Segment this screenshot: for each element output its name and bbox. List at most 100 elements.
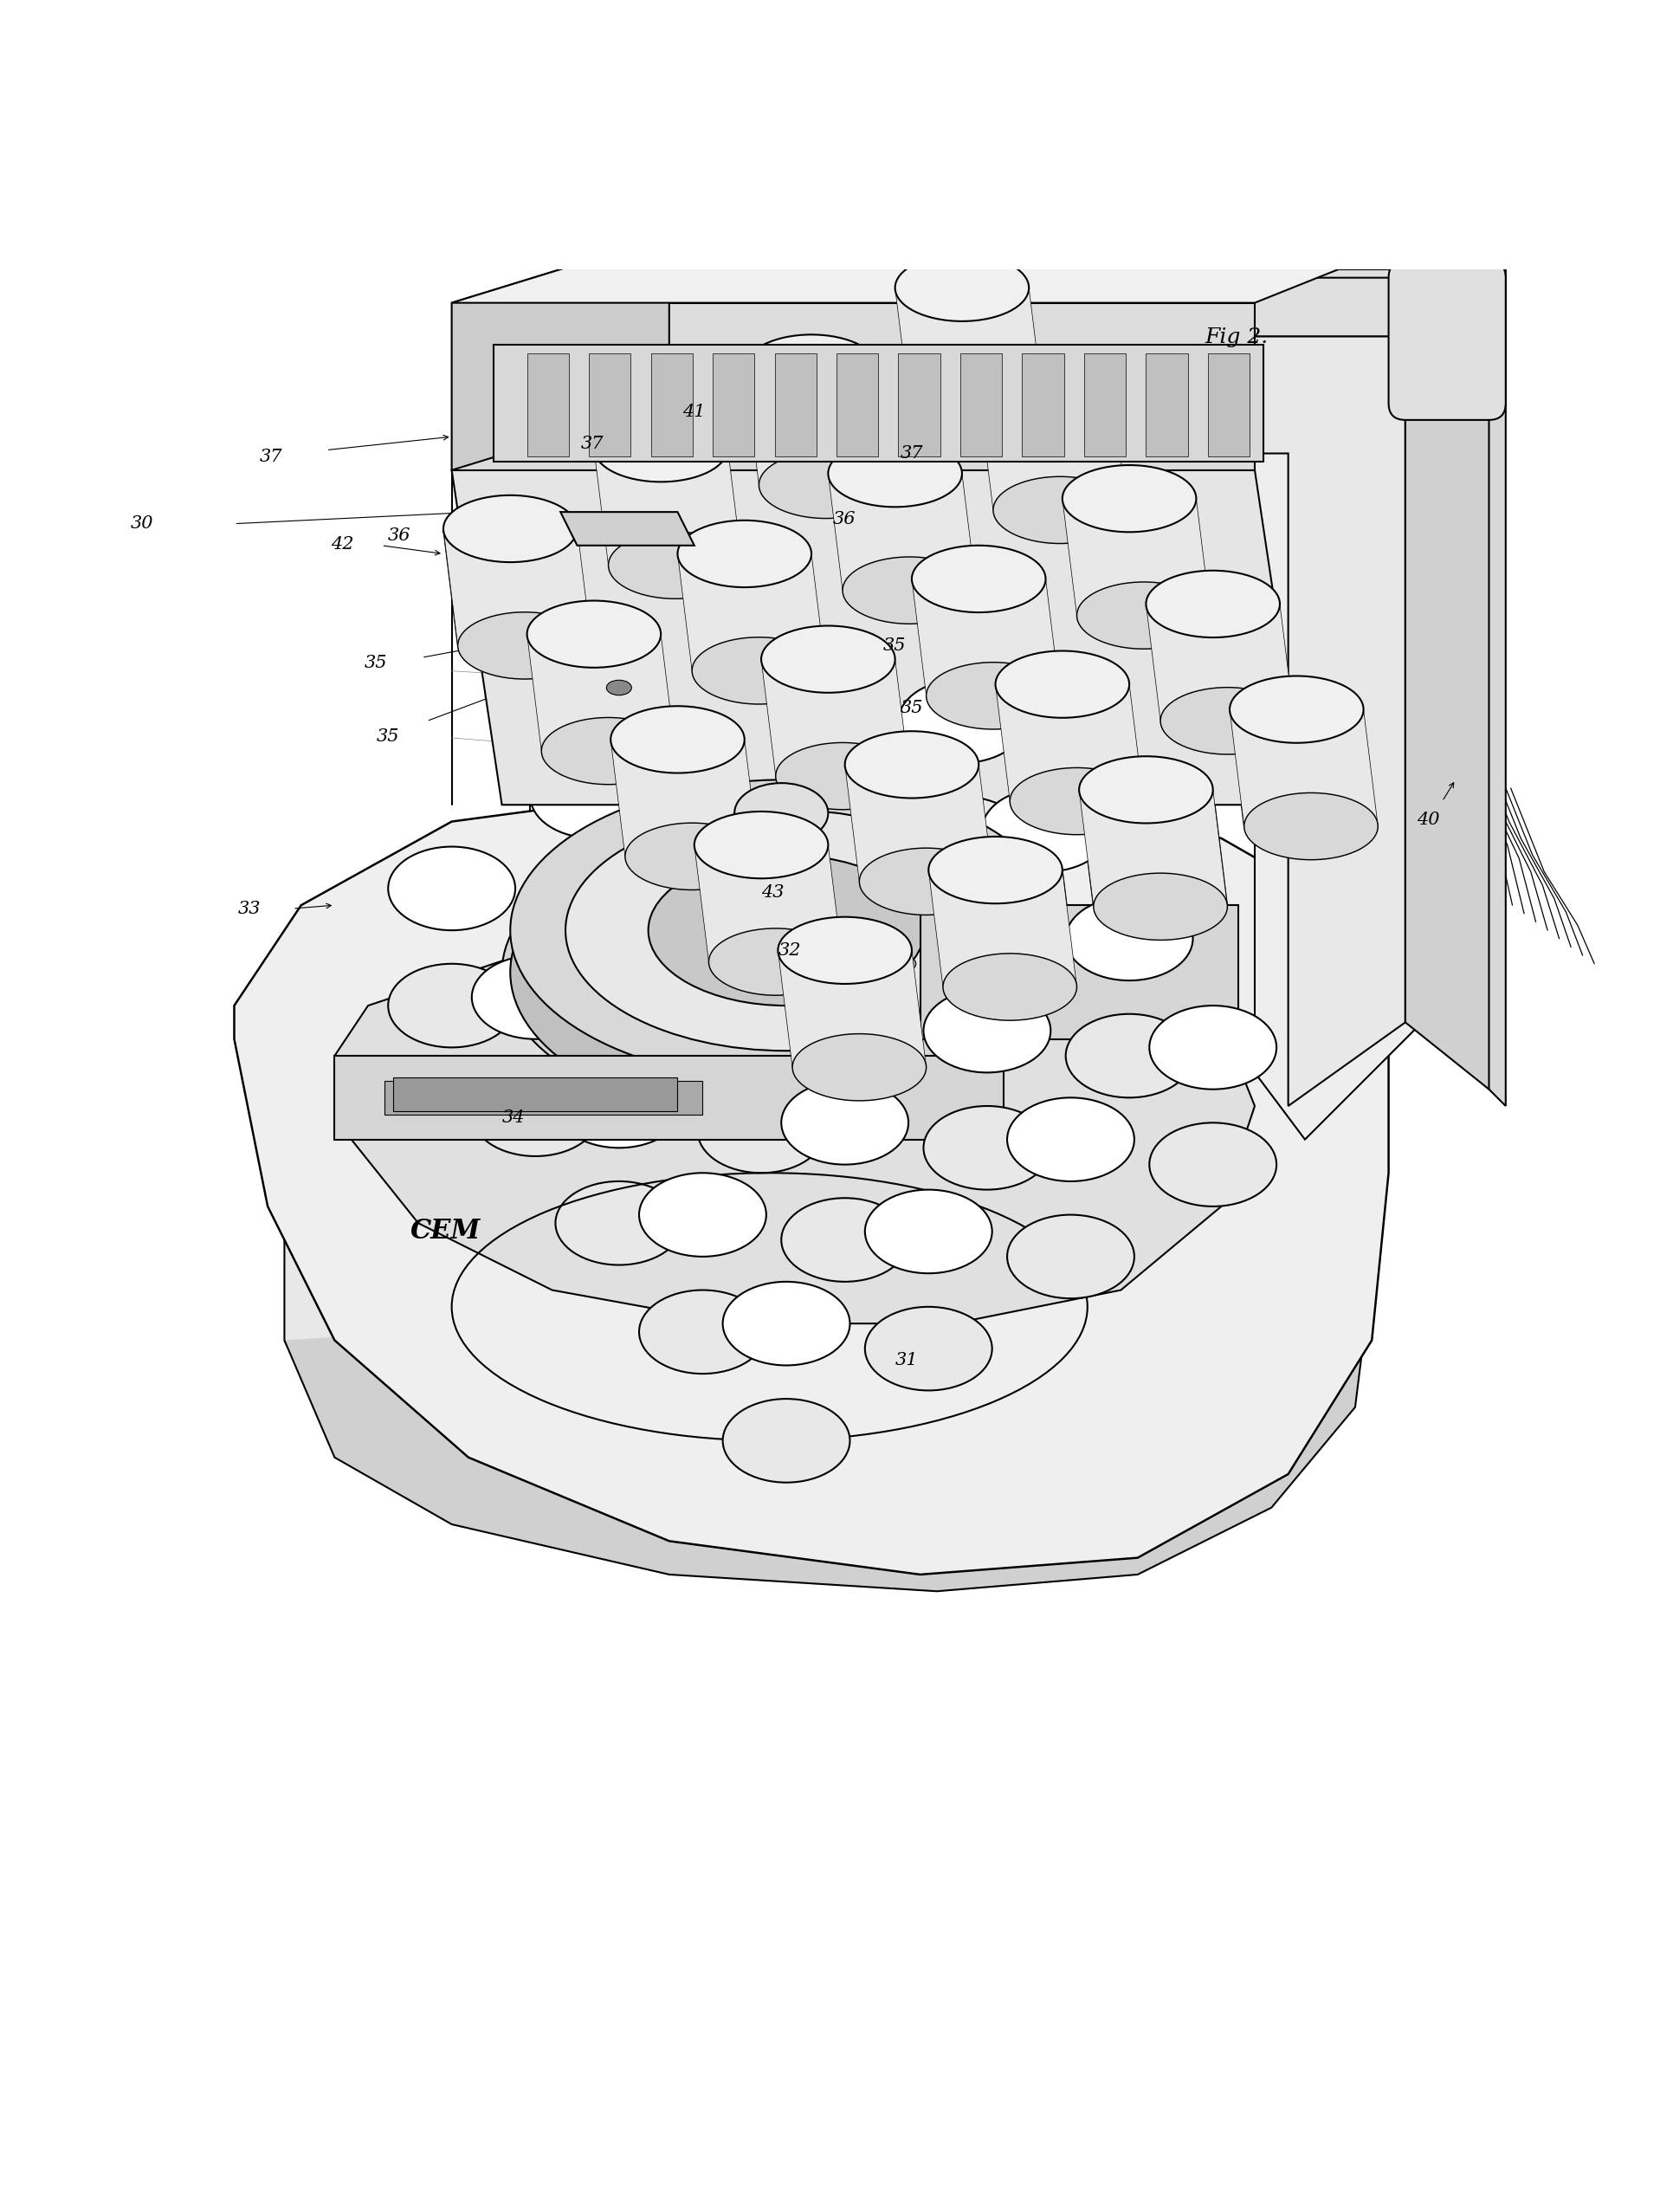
Ellipse shape [734, 783, 828, 843]
Ellipse shape [1149, 1006, 1276, 1088]
Ellipse shape [929, 836, 1062, 902]
Ellipse shape [1066, 1013, 1193, 1097]
Ellipse shape [530, 754, 657, 838]
Polygon shape [669, 270, 1506, 387]
Ellipse shape [760, 451, 893, 518]
Ellipse shape [530, 872, 657, 956]
Polygon shape [251, 856, 1372, 1425]
Polygon shape [1062, 498, 1211, 615]
Ellipse shape [828, 440, 962, 507]
Ellipse shape [649, 856, 925, 1006]
Polygon shape [694, 845, 843, 962]
Polygon shape [560, 511, 694, 546]
Text: 36: 36 [833, 511, 857, 526]
Ellipse shape [843, 557, 977, 624]
Ellipse shape [527, 602, 661, 668]
Polygon shape [920, 905, 1238, 1040]
Polygon shape [744, 367, 893, 484]
Ellipse shape [639, 1172, 766, 1256]
Ellipse shape [472, 1073, 599, 1157]
Ellipse shape [510, 779, 1062, 1082]
Polygon shape [385, 1082, 703, 1115]
Ellipse shape [890, 956, 917, 971]
Polygon shape [1022, 354, 1064, 456]
Text: 35: 35 [883, 637, 907, 655]
Ellipse shape [1007, 1097, 1134, 1181]
Polygon shape [1146, 354, 1188, 456]
Polygon shape [761, 659, 910, 776]
Ellipse shape [910, 372, 1044, 438]
Polygon shape [1146, 604, 1295, 721]
Ellipse shape [443, 495, 577, 562]
Ellipse shape [723, 1398, 850, 1482]
Text: 37: 37 [259, 449, 283, 465]
Ellipse shape [995, 650, 1129, 719]
Ellipse shape [927, 661, 1061, 730]
Polygon shape [594, 449, 743, 566]
Polygon shape [393, 1077, 678, 1110]
Polygon shape [734, 814, 828, 931]
Ellipse shape [388, 847, 515, 931]
Text: 40: 40 [1417, 812, 1440, 827]
Ellipse shape [756, 772, 883, 856]
Ellipse shape [673, 664, 800, 745]
Ellipse shape [944, 953, 1077, 1020]
Ellipse shape [1161, 688, 1295, 754]
Polygon shape [452, 237, 669, 471]
Ellipse shape [678, 520, 811, 586]
Ellipse shape [669, 885, 903, 1011]
Ellipse shape [840, 880, 967, 964]
Polygon shape [1422, 319, 1506, 1106]
Polygon shape [1208, 354, 1250, 456]
Ellipse shape [979, 361, 1113, 427]
Ellipse shape [693, 637, 826, 703]
Polygon shape [527, 354, 569, 456]
Ellipse shape [694, 812, 828, 878]
Text: 34: 34 [502, 1110, 525, 1126]
Ellipse shape [555, 1064, 683, 1148]
Ellipse shape [1079, 757, 1213, 823]
Ellipse shape [793, 1033, 927, 1102]
Ellipse shape [1010, 768, 1144, 834]
Text: 41: 41 [683, 403, 706, 420]
Ellipse shape [1007, 1214, 1134, 1298]
Polygon shape [284, 1206, 1372, 1575]
Ellipse shape [923, 1106, 1051, 1190]
Text: CEM: CEM [410, 1219, 480, 1245]
Ellipse shape [912, 546, 1046, 613]
Polygon shape [452, 237, 1422, 303]
Ellipse shape [734, 900, 828, 960]
Ellipse shape [845, 732, 979, 799]
Ellipse shape [502, 821, 1071, 1124]
Polygon shape [912, 580, 1061, 697]
Polygon shape [995, 684, 1144, 801]
Ellipse shape [611, 706, 744, 772]
Ellipse shape [709, 929, 843, 995]
Text: 43: 43 [761, 885, 785, 900]
Polygon shape [452, 303, 1255, 471]
Ellipse shape [1066, 896, 1193, 980]
FancyBboxPatch shape [1389, 261, 1506, 420]
Polygon shape [651, 354, 693, 456]
Ellipse shape [472, 956, 599, 1040]
Ellipse shape [1094, 874, 1228, 940]
Ellipse shape [898, 796, 1026, 880]
Polygon shape [845, 765, 994, 883]
Ellipse shape [840, 998, 967, 1082]
Polygon shape [898, 354, 940, 456]
Polygon shape [452, 471, 1305, 805]
Text: 42: 42 [331, 535, 355, 553]
Text: 36: 36 [388, 526, 412, 544]
Text: 35: 35 [365, 655, 388, 670]
Polygon shape [335, 922, 1255, 1323]
Polygon shape [335, 1055, 1004, 1139]
Polygon shape [929, 869, 1077, 987]
Ellipse shape [1146, 571, 1280, 637]
Ellipse shape [542, 717, 676, 785]
Ellipse shape [898, 679, 1026, 763]
Ellipse shape [535, 814, 1037, 1082]
Polygon shape [669, 279, 1489, 336]
Polygon shape [589, 354, 631, 456]
Ellipse shape [723, 1281, 850, 1365]
Ellipse shape [756, 889, 883, 971]
